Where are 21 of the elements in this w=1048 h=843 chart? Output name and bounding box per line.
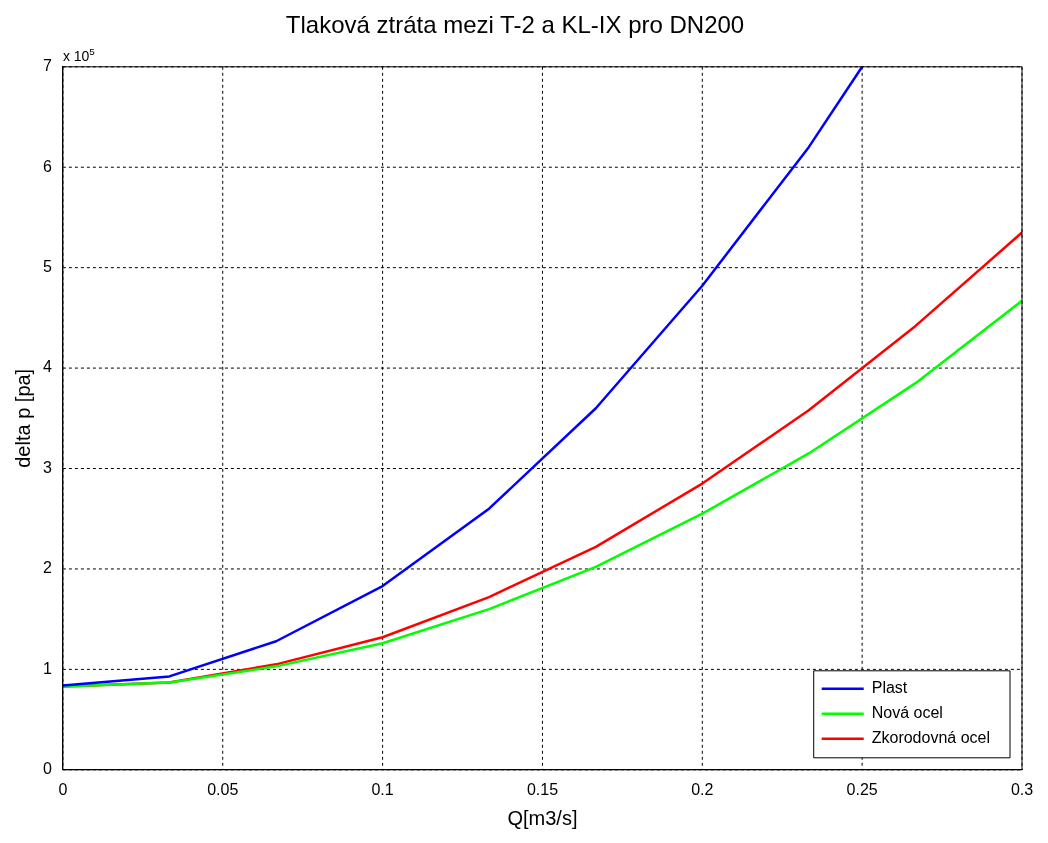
y-tick-label: 2 [42,559,52,577]
x-axis-title: Q[m3/s] [507,806,578,829]
y-tick-label: 1 [42,659,52,677]
legend-label: Nová ocel [871,704,943,722]
x-tick-label: 0.15 [526,780,559,798]
y-tick-label: 0 [42,760,52,778]
y-tick-label: 7 [42,57,52,75]
y-axis-title: delta p [pa] [11,368,34,468]
x-tick-label: 0 [58,780,68,798]
x-tick-label: 0.3 [1010,780,1034,798]
x-tick-label: 0.2 [691,780,714,798]
x-tick-label: 0.1 [371,780,394,798]
x-tick-label: 0.05 [207,780,239,798]
chart-title: Tlaková ztráta mezi T-2 a KL-IX pro DN200 [285,11,745,39]
y-tick-label: 4 [42,358,52,376]
y-tick-label: 6 [42,157,52,175]
y-tick-label: 5 [42,258,52,276]
legend-label: Zkorodovná ocel [871,729,991,747]
y-tick-label: 3 [42,458,52,476]
x-tick-label: 0.25 [846,780,878,798]
legend-label: Plast [871,679,908,697]
